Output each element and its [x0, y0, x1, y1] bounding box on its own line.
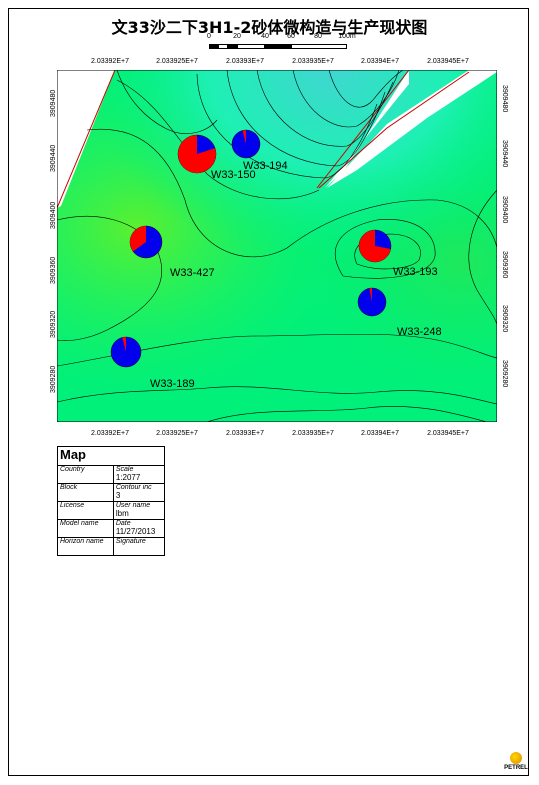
- contour-line: [86, 128, 498, 258]
- info-label: Date: [115, 520, 131, 527]
- info-cell: Model name: [57, 519, 114, 538]
- info-cell: Horizon name: [57, 537, 114, 556]
- y-axis-label-left: 3909400: [50, 201, 57, 229]
- info-label: Contour inc: [115, 484, 152, 491]
- well-label: W33-248: [397, 326, 442, 338]
- scale-segment: [265, 44, 291, 49]
- well-label: W33-189: [150, 378, 195, 390]
- contour-line: [468, 189, 498, 327]
- scale-segment: [291, 44, 347, 49]
- info-cell: Scale 1:2077: [112, 465, 166, 484]
- info-cell: Date 11/27/2013: [112, 519, 166, 538]
- y-axis-label-left: 3909440: [50, 144, 57, 172]
- well-label: W33-194: [243, 160, 288, 172]
- x-axis-label-bottom: 2.03394E+7: [361, 430, 399, 437]
- contour-map: [56, 69, 498, 423]
- x-axis-label-top: 2.033925E+7: [156, 58, 198, 65]
- info-label: Signature: [115, 538, 146, 545]
- y-axis-label-right: 3909480: [501, 85, 508, 113]
- info-label: Country: [60, 466, 85, 473]
- info-label: User name: [115, 502, 151, 509]
- y-axis-label-right: 3909360: [501, 251, 508, 279]
- x-axis-label-bottom: 2.033935E+7: [292, 430, 334, 437]
- info-cell: Signature: [112, 537, 166, 556]
- contour-line: [56, 215, 163, 341]
- scale-segment: [228, 44, 237, 49]
- map-fill-top: [57, 70, 497, 422]
- x-axis-label-bottom: 2.03393E+7: [226, 430, 264, 437]
- x-axis-label-bottom: 2.03392E+7: [91, 430, 129, 437]
- info-label: Scale: [115, 466, 134, 473]
- scale-label: 20: [233, 33, 241, 40]
- scale-label: 0: [207, 33, 211, 40]
- y-axis-label-left: 3909480: [50, 89, 57, 117]
- fault-line: [316, 69, 410, 189]
- contour-line: [116, 69, 218, 134]
- info-cell: Block: [57, 483, 114, 502]
- y-axis-label-right: 3909400: [501, 196, 508, 224]
- well-pie-oil: [369, 288, 372, 302]
- info-label: Model name: [60, 520, 99, 527]
- map-title: 文33沙二下3H1-2砂体微构造与生产现状图: [111, 18, 428, 37]
- x-axis-label-top: 2.033945E+7: [427, 58, 469, 65]
- info-label: License: [60, 502, 85, 509]
- info-value: 1:2077: [115, 473, 141, 482]
- scale-segment: [209, 44, 218, 49]
- petrel-logo: PETREL: [503, 752, 529, 771]
- y-axis-label-left: 3909320: [50, 310, 57, 338]
- contour-line: [292, 69, 400, 128]
- contour-line: [334, 219, 436, 279]
- well-pie-oil: [178, 135, 216, 173]
- y-axis-label-right: 3909280: [501, 360, 508, 388]
- scale-label: 100m: [338, 33, 356, 40]
- info-value: 11/27/2013: [115, 527, 156, 536]
- y-axis-label-right: 3909440: [501, 140, 508, 168]
- well-pie-oil: [242, 130, 246, 144]
- well-pie-oil: [122, 337, 126, 352]
- x-axis-label-top: 2.033935E+7: [292, 58, 334, 65]
- unmapped-area-right: [327, 70, 497, 188]
- contour-line: [56, 386, 498, 405]
- contour-map-svg: [56, 69, 498, 423]
- well-pie-oil: [130, 226, 146, 252]
- info-cell: Country: [57, 465, 114, 484]
- x-axis-label-top: 2.03394E+7: [361, 58, 399, 65]
- y-axis-label-right: 3909320: [501, 305, 508, 333]
- petrel-logo-icon: [510, 752, 522, 764]
- info-cell: Contour inc 3: [112, 483, 166, 502]
- contour-line: [328, 69, 404, 108]
- info-cell: User name lbm: [112, 501, 166, 520]
- scale-bar: 0 20 40 60 80 100m: [200, 33, 360, 57]
- y-axis-label-left: 3909280: [50, 365, 57, 393]
- map-info-table: Map Country Scale 1:2077 Block Contour in…: [57, 446, 166, 556]
- scale-label: 60: [287, 33, 295, 40]
- info-label: Horizon name: [60, 538, 104, 545]
- x-axis-label-bottom: 2.033925E+7: [156, 430, 198, 437]
- y-axis-label-left: 3909360: [50, 256, 57, 284]
- x-axis-label-top: 2.03392E+7: [91, 58, 129, 65]
- scale-label: 40: [261, 33, 269, 40]
- contour-line: [206, 406, 488, 423]
- info-cell: License: [57, 501, 114, 520]
- well-pie-oil: [358, 230, 391, 262]
- scale-label: 80: [314, 33, 322, 40]
- contour-line: [116, 79, 320, 200]
- info-table-header: Map: [57, 446, 165, 466]
- info-value: lbm: [115, 509, 129, 518]
- page-frame: [8, 8, 529, 776]
- petrel-logo-text: PETREL: [504, 765, 528, 771]
- scale-segment: [237, 44, 265, 49]
- info-label: Block: [60, 484, 78, 491]
- well-pies: [110, 129, 392, 368]
- x-axis-label-bottom: 2.033945E+7: [427, 430, 469, 437]
- info-value: 3: [115, 491, 121, 500]
- well-label: W33-193: [393, 266, 438, 278]
- well-label: W33-427: [170, 267, 215, 279]
- scale-segment: [218, 44, 228, 49]
- well-label: W33-150: [211, 169, 256, 181]
- x-axis-label-top: 2.03393E+7: [226, 58, 264, 65]
- fault-line: [56, 69, 116, 209]
